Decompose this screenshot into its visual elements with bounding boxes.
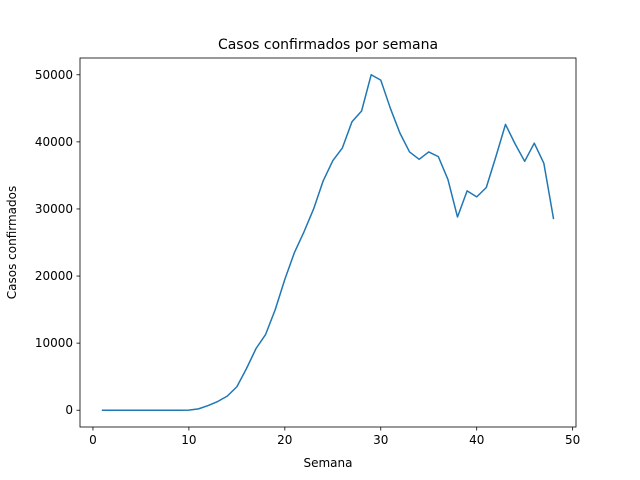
x-axis-label: Semana [303,456,352,470]
plot-area: 0 10 20 30 40 50 0 10000 20000 30000 40000 50000 [35,57,580,447]
y-tick-label: 30000 [35,202,73,216]
axes-frame [79,57,577,428]
y-axis-label: Casos confirmados [5,186,19,299]
y-tick-label: 20000 [35,269,73,283]
x-tick-label: 50 [565,433,580,447]
y-tick-label: 50000 [35,68,73,82]
y-tick-label: 0 [65,403,73,417]
y-tick-label: 40000 [35,135,73,149]
y-ticks: 0 10000 20000 30000 40000 50000 [35,68,80,417]
x-tick-label: 10 [181,433,196,447]
chart-title: Casos confirmados por semana [218,37,438,53]
x-tick-label: 20 [277,433,292,447]
x-tick-label: 0 [89,433,97,447]
x-ticks: 0 10 20 30 40 50 [89,427,580,447]
x-tick-label: 30 [373,433,388,447]
y-tick-label: 10000 [35,336,73,350]
x-tick-label: 40 [469,433,484,447]
data-line [101,74,555,411]
